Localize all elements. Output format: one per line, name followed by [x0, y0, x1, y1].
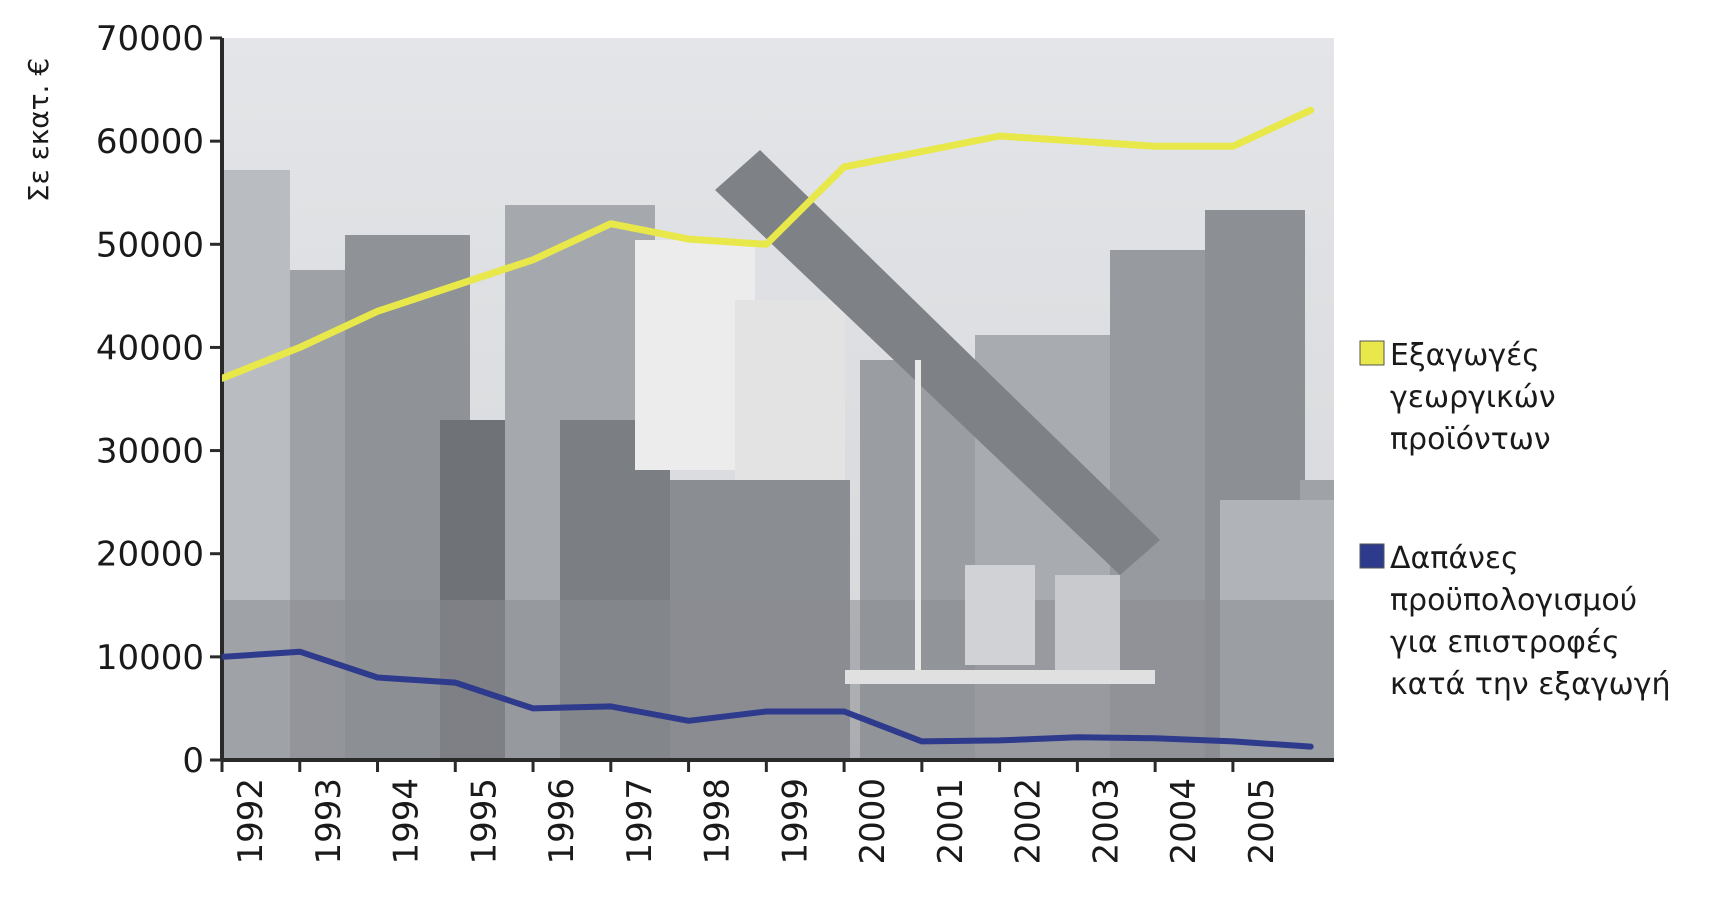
legend: Εξαγωγές γεωργικών προϊόντων Δαπάνες προϋπολ… [1359, 338, 1671, 702]
x-tick-label: 1994 [387, 778, 427, 865]
y-tick-label: 60000 [96, 122, 204, 162]
legend-label: Εξαγωγές [1390, 338, 1540, 373]
x-tick-label: 2000 [853, 778, 893, 865]
x-tick-label: 2001 [931, 778, 971, 865]
series-line-2 [222, 648, 1314, 750]
x-tick-label: 1999 [775, 778, 815, 865]
y-tick-label: 10000 [96, 638, 204, 678]
x-tick-label: 2004 [1164, 778, 1204, 865]
x-tick-label: 2003 [1086, 778, 1126, 865]
legend-label: κατά την εξαγωγή [1390, 667, 1671, 702]
y-tick-label: 0 [182, 741, 204, 781]
x-tick-label: 2005 [1242, 778, 1282, 865]
series-line-1 [222, 106, 1315, 382]
legend-swatch [1359, 543, 1385, 569]
legend-label: γεωργικών [1390, 380, 1556, 415]
x-tick-label: 1996 [542, 778, 582, 865]
x-tick-label: 1995 [464, 778, 504, 865]
x-ticks: 1992 1993 1994 1995 1996 1997 1998 1999 2000 2001… [220, 760, 1282, 865]
y-tick-label: 70000 [96, 19, 204, 59]
legend-label: για επιστροφές [1390, 625, 1620, 660]
y-ticks: 0 10000 20000 30000 40000 50000 60000 70000 [96, 19, 222, 781]
y-tick-label: 50000 [96, 225, 204, 265]
legend-swatch [1359, 340, 1385, 366]
legend-label: προϊόντων [1390, 422, 1551, 457]
x-tick-label: 2002 [1009, 778, 1049, 865]
y-tick-label: 20000 [96, 535, 204, 575]
x-tick-label: 1993 [309, 778, 349, 865]
legend-label: προϋπολογισμού [1390, 583, 1637, 618]
x-tick-label: 1997 [620, 778, 660, 865]
x-tick-label: 1992 [231, 778, 271, 865]
axes [220, 38, 1334, 762]
series-lines [222, 106, 1315, 750]
y-tick-label: 30000 [96, 432, 204, 472]
legend-label: Δαπάνες [1390, 541, 1519, 576]
x-tick-label: 1998 [698, 778, 738, 865]
y-axis-title: Σε εκατ. € [22, 58, 55, 202]
y-tick-label: 40000 [96, 328, 204, 368]
background-photo [222, 38, 1334, 760]
